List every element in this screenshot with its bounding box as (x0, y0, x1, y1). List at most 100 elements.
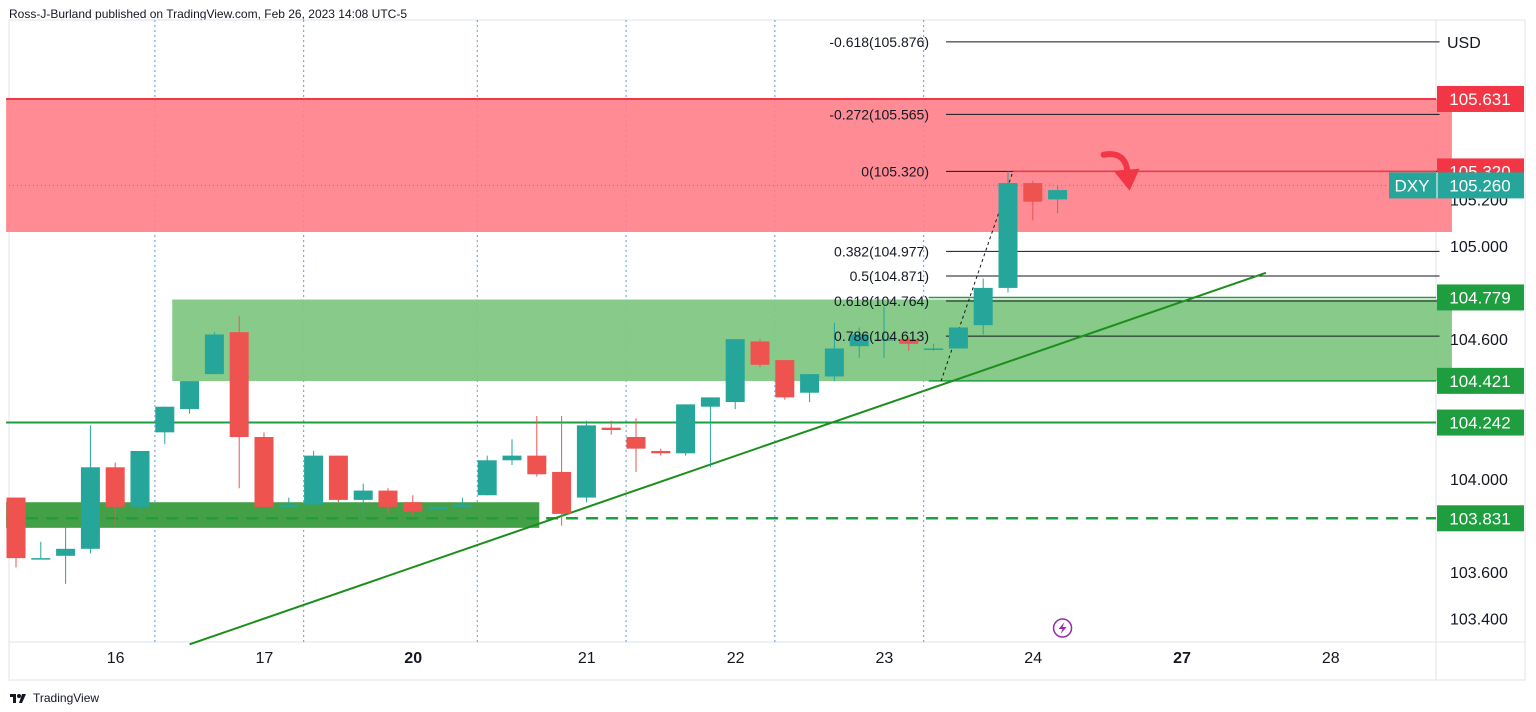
candle-body (576, 425, 596, 498)
candle-bullish (576, 420, 596, 503)
candle-body (601, 427, 621, 431)
price-badge-bg (1437, 367, 1524, 394)
candle-body (477, 460, 497, 496)
event-lightning-icon (1052, 618, 1073, 638)
time-axis: 16 17 20 21 22 23 24 27 28 (107, 650, 1340, 667)
tradingview-brand: TradingView (33, 691, 100, 705)
time-tick-label: 16 (107, 650, 125, 667)
time-tick-label: 27 (1173, 650, 1191, 667)
candle-body (750, 341, 770, 365)
candle-bearish (552, 416, 572, 526)
candle-bullish (180, 381, 200, 414)
price-tick-label: 105.000 (1450, 239, 1508, 256)
candle-body (502, 455, 522, 461)
candle-body (626, 436, 646, 449)
currency-label: USD (1447, 35, 1481, 52)
tradingview-footer[interactable]: TradingView (9, 691, 99, 705)
symbol-badge-bg (1389, 172, 1524, 199)
candle-bearish (775, 360, 795, 400)
time-tick-label: 28 (1322, 650, 1340, 667)
zone-support-upper (172, 299, 1452, 382)
candle-body (1023, 183, 1043, 202)
publisher-header: Ross-J-Burland published on TradingView.… (9, 7, 407, 21)
candle-body (180, 381, 200, 410)
arrow-curve (1100, 151, 1131, 176)
price-badge: 104.242 (1437, 409, 1524, 436)
symbol-last-price-badge: DXY 105.260 (1389, 172, 1524, 199)
candle-body (924, 348, 944, 350)
candle-bullish (279, 497, 299, 507)
price-badge-bg (1437, 505, 1524, 532)
time-tick-label: 22 (727, 650, 745, 667)
candle-bullish (924, 343, 944, 351)
candle-bearish (328, 455, 348, 503)
fib-level-label: -0.618(105.876) (829, 34, 929, 50)
event-marker-bolt (1058, 622, 1067, 635)
candle-body (428, 506, 448, 510)
candle-bearish (601, 420, 621, 435)
fib-level-label: 0.5(104.871) (850, 268, 929, 284)
price-badge-label: 104.779 (1449, 288, 1510, 307)
candle-body (948, 327, 968, 349)
candle-body (254, 436, 274, 507)
candle-bullish (56, 523, 76, 584)
candle-body (998, 183, 1018, 288)
candle-body (204, 334, 224, 375)
candle-body (452, 504, 472, 507)
candle-bullish (676, 404, 696, 456)
candle-bearish (1023, 180, 1043, 221)
tradingview-logo-icon (9, 692, 29, 704)
fib-level-label: 0(105.320) (861, 163, 929, 179)
time-tick-label: 24 (1024, 650, 1042, 667)
fib-level-label: 0.786(104.613) (834, 328, 929, 344)
candle-body (229, 332, 249, 437)
price-badge-label: 105.631 (1449, 90, 1510, 109)
price-badge-label: 104.242 (1449, 414, 1510, 433)
candle-bullish (31, 541, 51, 560)
price-tick-label: 104.000 (1450, 472, 1508, 489)
candle-bearish (105, 462, 125, 526)
fib-level-label: -0.272(105.565) (829, 106, 929, 122)
candle-bearish (899, 336, 919, 351)
zone-resistance (6, 98, 1452, 232)
candle-body (378, 490, 398, 507)
time-tick-label: 23 (876, 650, 894, 667)
price-badge: 103.831 (1437, 505, 1524, 532)
candle-bearish (651, 448, 671, 456)
candle-bullish (998, 171, 1018, 293)
price-badge-bg (1437, 284, 1524, 311)
candle-body (824, 348, 844, 377)
candle-body (328, 455, 348, 500)
candle-bearish (6, 497, 26, 568)
price-badge: 104.779 (1437, 284, 1524, 311)
candle-body (775, 360, 795, 398)
candle-body (700, 397, 720, 407)
candle-bearish (750, 339, 770, 368)
candle-bearish (626, 418, 646, 472)
candle-body (6, 497, 26, 559)
candle-bearish (403, 495, 423, 517)
candle-bullish (428, 504, 448, 510)
candle-bullish (353, 483, 373, 519)
candle-body (130, 450, 150, 507)
candle-body (403, 502, 423, 512)
candle-body (527, 455, 547, 475)
candle-body (279, 504, 299, 507)
candle-bearish (254, 432, 274, 507)
price-tick-label: 104.600 (1450, 332, 1508, 349)
reversal-arrow-icon (1100, 151, 1140, 191)
candle-bullish (477, 455, 497, 496)
candle-bullish (725, 339, 745, 410)
fib-level-label: 0.618(104.764) (834, 293, 929, 309)
arrow-head (1113, 168, 1140, 191)
fib-level-label: 0.382(104.977) (834, 243, 929, 259)
candle-body (725, 339, 745, 403)
price-badge: 105.631 (1437, 85, 1524, 112)
price-tick-label: 103.400 (1450, 612, 1508, 629)
candle-bearish (378, 488, 398, 514)
last-price-label: 105.260 (1449, 176, 1510, 195)
candle-bullish (948, 327, 968, 349)
time-tick-label: 20 (404, 650, 422, 667)
price-badge-bg (1437, 409, 1524, 436)
